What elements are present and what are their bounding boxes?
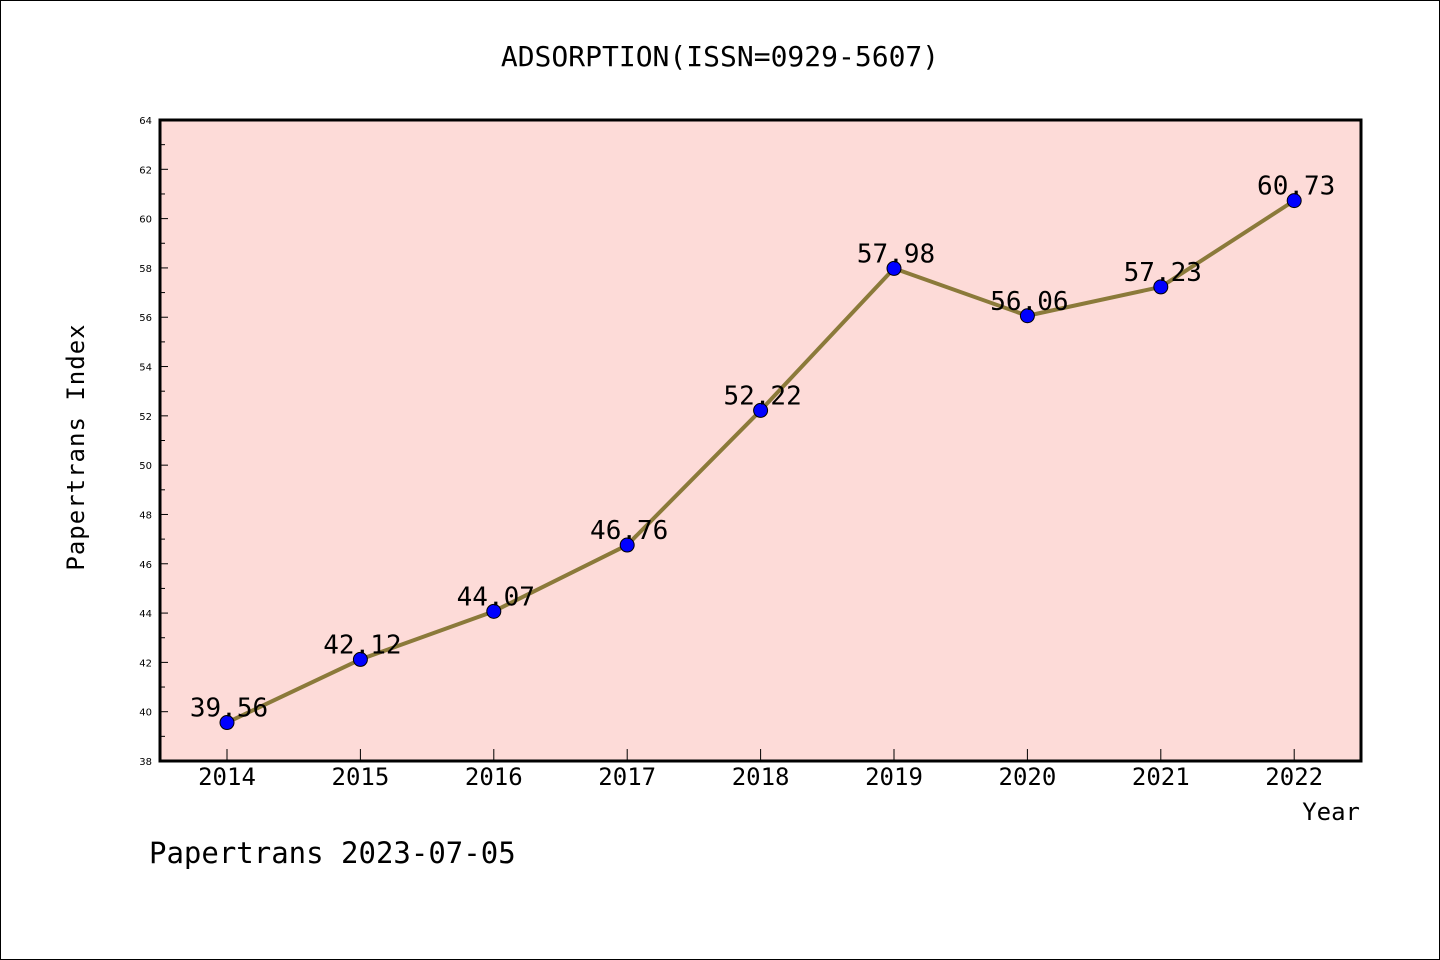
y-tick-label: 54 <box>139 363 152 374</box>
data-label: 57.98 <box>857 239 935 269</box>
data-label: 44.07 <box>457 582 535 612</box>
y-tick-label: 46 <box>139 560 152 571</box>
x-tick-label: 2019 <box>865 763 923 791</box>
y-tick-label: 62 <box>139 165 152 176</box>
data-label: 52.22 <box>723 381 801 411</box>
y-tick-label: 60 <box>139 215 152 226</box>
data-point <box>1019 308 1035 324</box>
y-axis: 38 40 42 44 46 48 50 52 54 56 58 60 62 64 <box>139 116 168 768</box>
y-tick-label: 42 <box>139 658 152 669</box>
y-tick-label: 44 <box>139 609 152 620</box>
y-tick-label: 48 <box>139 510 152 521</box>
data-point <box>486 603 502 619</box>
data-point <box>1286 193 1302 209</box>
y-tick-label: 50 <box>139 461 152 472</box>
y-tick-label: 40 <box>139 708 152 719</box>
x-tick-label: 2021 <box>1132 763 1190 791</box>
data-label: 57.23 <box>1124 258 1202 288</box>
x-axis-label: Year <box>1302 798 1360 826</box>
y-tick-label: 38 <box>139 757 152 768</box>
x-tick-label: 2018 <box>732 763 790 791</box>
plot-area <box>158 118 1363 763</box>
data-point <box>352 651 368 667</box>
x-tick-label: 2016 <box>465 763 523 791</box>
x-tick-label: 2022 <box>1265 763 1323 791</box>
series-marker-group <box>219 193 1302 731</box>
data-point <box>619 537 635 553</box>
y-tick-label: 64 <box>139 116 152 127</box>
chart-title: ADSORPTION(ISSN=0929-5607) <box>501 40 939 73</box>
x-tick-label: 2017 <box>598 763 656 791</box>
data-label-group: 39.56 42.12 44.07 46.76 52.22 57.98 56.06 57.23… <box>190 172 1335 724</box>
data-label: 60.73 <box>1257 172 1335 202</box>
data-label: 56.06 <box>990 287 1068 317</box>
footer-credit: Papertrans 2023-07-05 <box>149 836 516 870</box>
data-label: 39.56 <box>190 694 268 724</box>
x-axis: 2014 2015 2016 2017 2018 2019 2020 2021 2022 <box>198 749 1323 791</box>
data-point <box>1153 279 1169 295</box>
data-label: 42.12 <box>323 630 401 660</box>
y-axis-label: Papertrans Index <box>62 323 90 570</box>
x-tick-label: 2014 <box>198 763 256 791</box>
data-point <box>219 715 235 731</box>
x-tick-label: 2015 <box>332 763 390 791</box>
data-point <box>753 402 769 418</box>
y-tick-label: 56 <box>139 313 152 324</box>
y-tick-label: 58 <box>139 264 152 275</box>
data-point <box>886 260 902 276</box>
y-tick-label: 52 <box>139 412 152 423</box>
x-tick-label: 2020 <box>999 763 1057 791</box>
data-label: 46.76 <box>590 516 668 546</box>
